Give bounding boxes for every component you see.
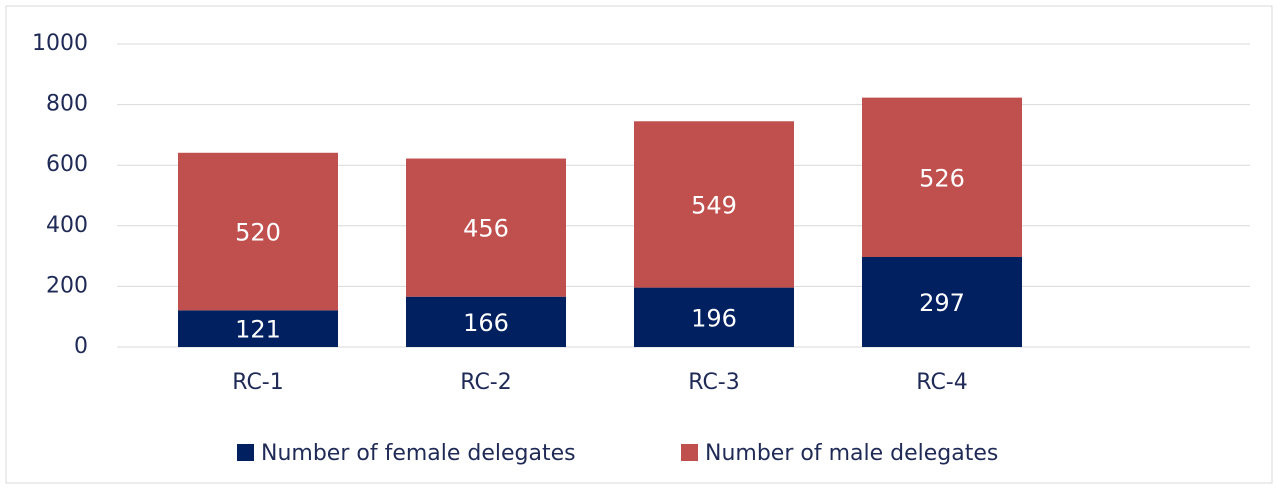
data-label: 549 (691, 191, 737, 219)
data-label: 526 (919, 164, 965, 192)
legend-swatch (237, 444, 254, 461)
y-tick-label: 0 (74, 334, 88, 359)
y-tick-label: 400 (46, 213, 88, 238)
x-tick-label: RC-1 (232, 370, 284, 395)
bar (178, 152, 338, 311)
bar (634, 287, 794, 347)
legend-swatch (681, 444, 698, 461)
data-label: 196 (691, 304, 737, 332)
bar (862, 257, 1022, 347)
y-tick-label: 800 (46, 92, 88, 117)
x-tick-label: RC-3 (688, 370, 740, 395)
data-label: 121 (235, 316, 281, 344)
data-label: 166 (463, 309, 509, 337)
data-label: 456 (463, 215, 509, 243)
x-tick-label: RC-2 (460, 370, 512, 395)
bar (634, 121, 794, 288)
legend-label: Number of female delegates (261, 441, 576, 466)
bar (178, 310, 338, 347)
bar (406, 296, 566, 347)
legend-label: Number of male delegates (705, 441, 998, 466)
y-tick-label: 200 (46, 273, 88, 298)
data-label: 520 (235, 219, 281, 247)
bar (862, 97, 1022, 258)
data-label: 297 (919, 289, 965, 317)
y-tick-label: 600 (46, 152, 88, 177)
x-tick-label: RC-4 (916, 370, 968, 395)
y-tick-label: 1000 (32, 31, 88, 56)
bar (406, 158, 566, 297)
